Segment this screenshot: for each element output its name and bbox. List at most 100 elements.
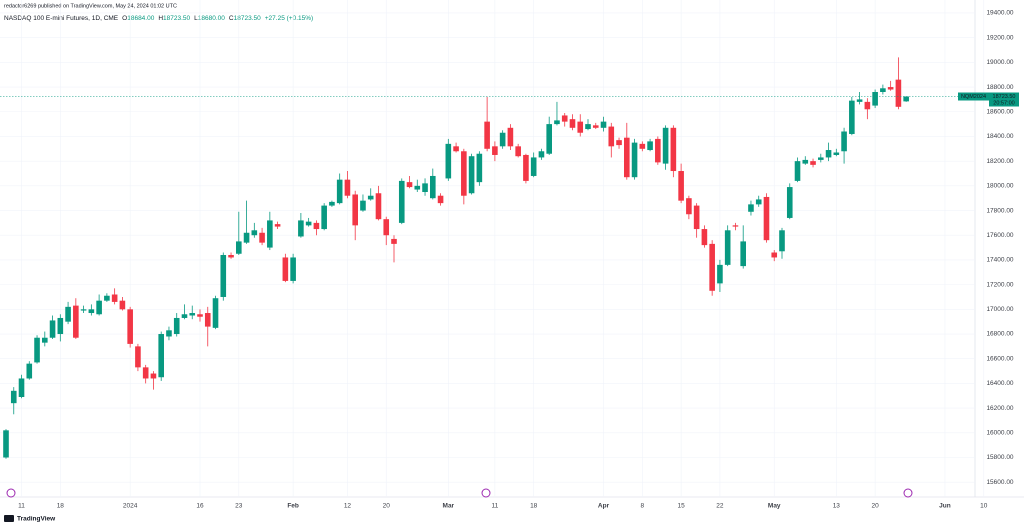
candle-body bbox=[903, 96, 909, 102]
candle-body bbox=[476, 153, 483, 183]
candle-body bbox=[352, 194, 358, 226]
x-tick-label: Feb bbox=[287, 503, 299, 510]
x-tick-label: 23 bbox=[235, 503, 243, 510]
candle-body bbox=[546, 124, 552, 154]
candle-body bbox=[329, 201, 335, 206]
candle-body bbox=[18, 378, 25, 397]
candle-body bbox=[398, 180, 405, 223]
candle-body bbox=[267, 220, 273, 248]
candle-body bbox=[786, 187, 793, 218]
x-tick-label: 20 bbox=[872, 503, 880, 510]
y-tick-label: 18000.00 bbox=[986, 183, 1013, 190]
candle-body bbox=[111, 294, 118, 302]
event-icon[interactable] bbox=[6, 488, 16, 498]
candle-body bbox=[693, 205, 700, 230]
candle-body bbox=[895, 79, 902, 107]
header-part: O bbox=[122, 15, 127, 22]
candle-body bbox=[748, 204, 754, 212]
candle-body bbox=[158, 334, 164, 378]
candle-body bbox=[430, 175, 436, 199]
price-badge bbox=[989, 92, 1019, 107]
x-tick-label: 10 bbox=[980, 503, 988, 510]
header-part: 18723.50 bbox=[163, 15, 190, 22]
candle-body bbox=[96, 300, 102, 315]
candle-body bbox=[538, 151, 545, 158]
candle-body bbox=[833, 152, 840, 155]
candle-body bbox=[73, 305, 79, 338]
candle-body bbox=[360, 200, 366, 211]
candle-body bbox=[763, 196, 770, 241]
x-tick-label: Mar bbox=[443, 503, 455, 510]
x-tick-label: 20 bbox=[383, 503, 391, 510]
candle-body bbox=[624, 137, 630, 178]
candle-body bbox=[445, 143, 452, 179]
candle-body bbox=[864, 101, 871, 110]
y-tick-label: 18400.00 bbox=[986, 133, 1013, 140]
x-tick-label: 11 bbox=[18, 503, 25, 510]
candle-body bbox=[569, 119, 576, 128]
logo bbox=[4, 515, 14, 522]
header-part: H bbox=[158, 15, 163, 22]
y-tick-label: 16400.00 bbox=[986, 380, 1013, 387]
candle-body bbox=[3, 430, 9, 458]
candle-body bbox=[818, 157, 824, 160]
candle-body bbox=[391, 238, 397, 244]
candle-body bbox=[802, 159, 809, 164]
header-part: 18680.00 bbox=[198, 15, 225, 22]
y-tick-label: 17400.00 bbox=[986, 257, 1013, 264]
candles bbox=[3, 57, 909, 459]
candle-body bbox=[189, 313, 196, 316]
x-tick-label: 2024 bbox=[123, 503, 138, 510]
x-tick-label: Jun bbox=[939, 503, 951, 510]
candle-body bbox=[437, 195, 444, 204]
header-part: C bbox=[229, 15, 234, 22]
candle-body bbox=[678, 171, 684, 201]
candle-body bbox=[104, 295, 110, 301]
candle-body bbox=[422, 183, 428, 193]
candle-body bbox=[127, 309, 133, 344]
candle-body bbox=[655, 138, 661, 163]
candle-body bbox=[49, 320, 56, 338]
candle-body bbox=[701, 229, 708, 246]
x-tick-label: Apr bbox=[598, 503, 610, 510]
y-tick-label: 18600.00 bbox=[986, 108, 1013, 115]
candle-body bbox=[515, 146, 521, 157]
candle-body bbox=[670, 127, 677, 172]
candle-body bbox=[755, 199, 762, 205]
candle-body bbox=[80, 309, 87, 311]
candle-body bbox=[181, 314, 188, 318]
x-tick-label: 11 bbox=[492, 503, 499, 510]
x-tick-label: 18 bbox=[530, 503, 538, 510]
candle-body bbox=[647, 141, 653, 151]
x-tick-label: 16 bbox=[196, 503, 204, 510]
candle-body bbox=[375, 193, 382, 220]
candle-body bbox=[779, 230, 785, 252]
candle-body bbox=[259, 232, 265, 243]
y-tick-label: 17800.00 bbox=[986, 207, 1013, 214]
candle-body bbox=[10, 390, 17, 404]
candle-body bbox=[717, 264, 723, 284]
candle-body bbox=[212, 298, 219, 328]
candle-body bbox=[499, 132, 506, 147]
candle-body bbox=[577, 121, 584, 133]
header-part: NASDAQ 100 E-mini Futures, 1D, CME bbox=[4, 15, 119, 22]
candle-body bbox=[65, 306, 71, 322]
author-line: redactor6269 published on TradingView.co… bbox=[4, 3, 177, 9]
event-icon[interactable] bbox=[481, 488, 491, 498]
candle-body bbox=[142, 367, 149, 379]
y-tick-label: 16200.00 bbox=[986, 405, 1013, 412]
candle-body bbox=[507, 127, 514, 147]
event-icon[interactable] bbox=[903, 488, 913, 498]
candle-body bbox=[771, 252, 778, 258]
candle-body bbox=[600, 121, 607, 128]
x-tick-label: 12 bbox=[344, 503, 352, 510]
candle-body bbox=[344, 179, 351, 196]
x-tick-label: 18 bbox=[57, 503, 65, 510]
y-tick-label: 15600.00 bbox=[986, 479, 1013, 486]
candle-body bbox=[282, 257, 289, 281]
price-badge-label: 18723.50 bbox=[993, 94, 1016, 100]
y-tick-label: 17200.00 bbox=[986, 281, 1013, 288]
x-tick-label: 13 bbox=[833, 503, 841, 510]
